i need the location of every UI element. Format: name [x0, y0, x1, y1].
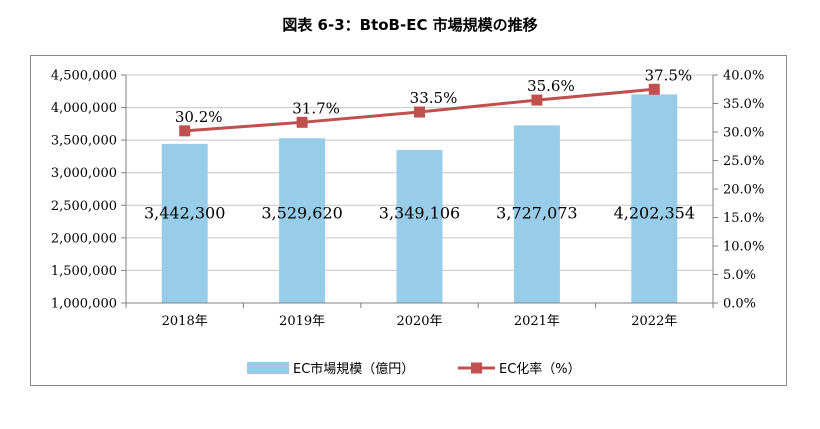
- chart-frame: [30, 55, 787, 386]
- legend: EC市場規模（億円） EC化率（%）: [247, 361, 581, 377]
- left-tick-label: 2,500,000: [51, 199, 117, 214]
- left-tick-label: 1,000,000: [51, 297, 117, 312]
- bar: [396, 149, 443, 303]
- line-marker: [648, 83, 660, 95]
- line-data-label: 31.7%: [292, 99, 340, 117]
- x-tick-label: 2018年: [162, 314, 208, 329]
- bar-data-label: 4,202,354: [614, 203, 695, 222]
- legend-label-bar: EC市場規模（億円）: [293, 361, 414, 377]
- line-data-label: 37.5%: [644, 66, 692, 84]
- data-labels: 3,442,300 3,529,620 3,349,106 3,727,073 4,20…: [144, 66, 695, 222]
- legend-label-line: EC化率（%）: [499, 361, 581, 377]
- axes: 1,000,000 1,500,000 2,000,000 2,500,000 3,00…: [51, 69, 764, 330]
- right-tick-label: 20.0%: [723, 183, 764, 198]
- left-tick-label: 2,000,000: [51, 231, 117, 246]
- line-marker: [296, 116, 308, 128]
- bar: [161, 143, 208, 303]
- right-tick-label: 30.0%: [723, 126, 764, 141]
- right-tick-label: 25.0%: [723, 154, 764, 169]
- bar: [513, 125, 560, 303]
- right-tick-label: 15.0%: [723, 211, 764, 226]
- bar-data-label: 3,349,106: [379, 203, 460, 222]
- line-marker: [414, 106, 425, 118]
- bar: [279, 138, 326, 303]
- line-marker: [179, 125, 191, 137]
- right-tick-label: 5.0%: [723, 268, 756, 283]
- chart-title: 図表 6-3：BtoB-EC 市場規模の推移: [282, 16, 538, 34]
- left-tick-label: 3,500,000: [51, 134, 117, 149]
- left-tick-label: 4,000,000: [51, 101, 117, 116]
- x-tick-label: 2020年: [396, 314, 442, 329]
- line-data-label: 30.2%: [175, 108, 223, 126]
- left-tick-label: 1,500,000: [51, 264, 117, 279]
- x-tick-label: 2019年: [279, 314, 325, 329]
- right-tick-label: 40.0%: [723, 69, 764, 84]
- bar-series: [161, 94, 678, 303]
- x-tick-label: 2022年: [631, 314, 677, 329]
- left-tick-label: 4,500,000: [51, 69, 117, 84]
- line-data-label: 35.6%: [527, 77, 575, 95]
- left-tick-label: 3,000,000: [51, 166, 117, 181]
- right-tick-label: 10.0%: [723, 240, 764, 255]
- bar: [631, 94, 678, 303]
- right-tick-label: 35.0%: [723, 97, 764, 112]
- right-tick-label: 0.0%: [723, 297, 756, 312]
- bar-data-label: 3,727,073: [496, 203, 577, 222]
- bar-data-label: 3,529,620: [261, 203, 342, 222]
- line-series: [179, 83, 660, 137]
- bar-data-label: 3,442,300: [144, 203, 225, 222]
- legend-marker-line: [471, 362, 482, 374]
- legend-swatch-bar: [247, 362, 289, 374]
- line-marker: [531, 94, 543, 106]
- line-data-label: 33.5%: [410, 89, 458, 107]
- x-tick-label: 2021年: [514, 314, 560, 329]
